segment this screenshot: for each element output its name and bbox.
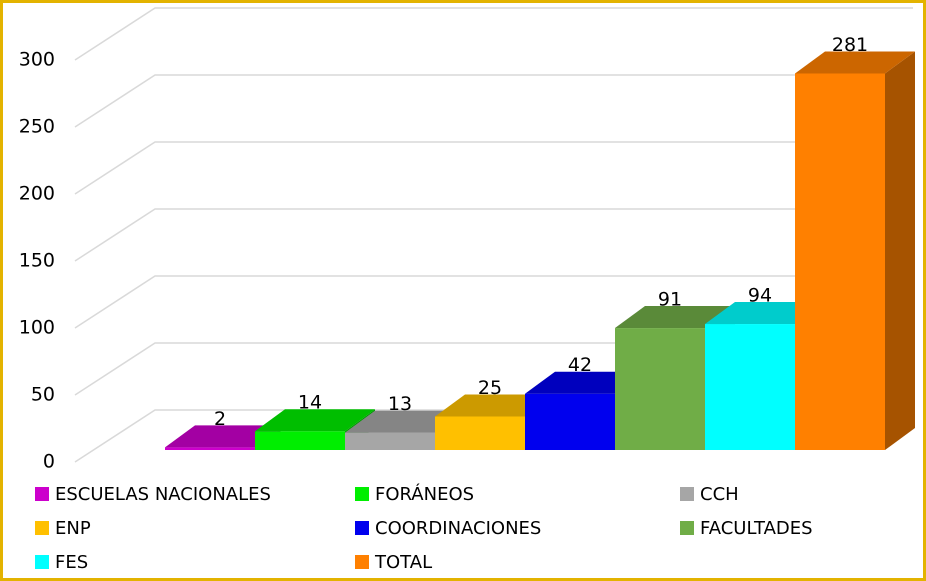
legend-swatch [355, 555, 369, 569]
y-tick-label: 50 [31, 384, 55, 406]
bar-top [615, 306, 735, 329]
data-label: 42 [568, 354, 592, 376]
legend-label: FACULTADES [700, 518, 813, 539]
legend-label: FORÁNEOS [375, 483, 474, 505]
bar [345, 432, 435, 450]
bar [525, 393, 615, 450]
legend-swatch [355, 521, 369, 535]
data-label: 13 [388, 393, 412, 415]
bar [255, 431, 345, 450]
bar-top [255, 409, 375, 432]
legend-label: TOTAL [374, 552, 432, 573]
grid-line [74, 275, 913, 329]
legend-label: COORDINACIONES [375, 518, 541, 539]
data-label: 14 [298, 392, 322, 414]
data-label: 2 [214, 408, 226, 430]
legend-swatch [680, 487, 694, 501]
y-tick-label: 100 [19, 317, 55, 339]
legend-label: ESCUELAS NACIONALES [55, 484, 271, 505]
legend-swatch [680, 521, 694, 535]
data-label: 25 [478, 377, 502, 399]
data-label: 91 [658, 289, 682, 311]
legend-swatch [35, 487, 49, 501]
y-tick-label: 250 [19, 116, 55, 138]
y-tick-label: 0 [43, 451, 55, 473]
y-tick-label: 150 [19, 250, 55, 272]
legend-label: CCH [700, 484, 739, 505]
bar [795, 73, 885, 451]
data-label: 281 [832, 34, 868, 56]
legend-swatch [35, 555, 49, 569]
bar [165, 447, 255, 450]
chart: 0 50 100 150 200 250 300 2 ESCUELAS NACIONALES 14… [19, 7, 915, 573]
y-tick-label: 200 [19, 183, 55, 205]
bar [705, 324, 795, 450]
legend-swatch [35, 521, 49, 535]
bar-side [885, 51, 915, 451]
bar [615, 328, 705, 450]
data-label: 94 [748, 285, 772, 307]
legend-swatch [355, 487, 369, 501]
bar-top [795, 51, 915, 74]
legend-label: FES [55, 552, 88, 573]
grid-line [74, 7, 913, 61]
grid-line [74, 208, 913, 262]
bar [435, 416, 525, 450]
grid-line [74, 74, 913, 128]
y-tick-label: 300 [19, 49, 55, 71]
legend-label: ENP [55, 518, 91, 539]
grid-line [74, 141, 913, 195]
